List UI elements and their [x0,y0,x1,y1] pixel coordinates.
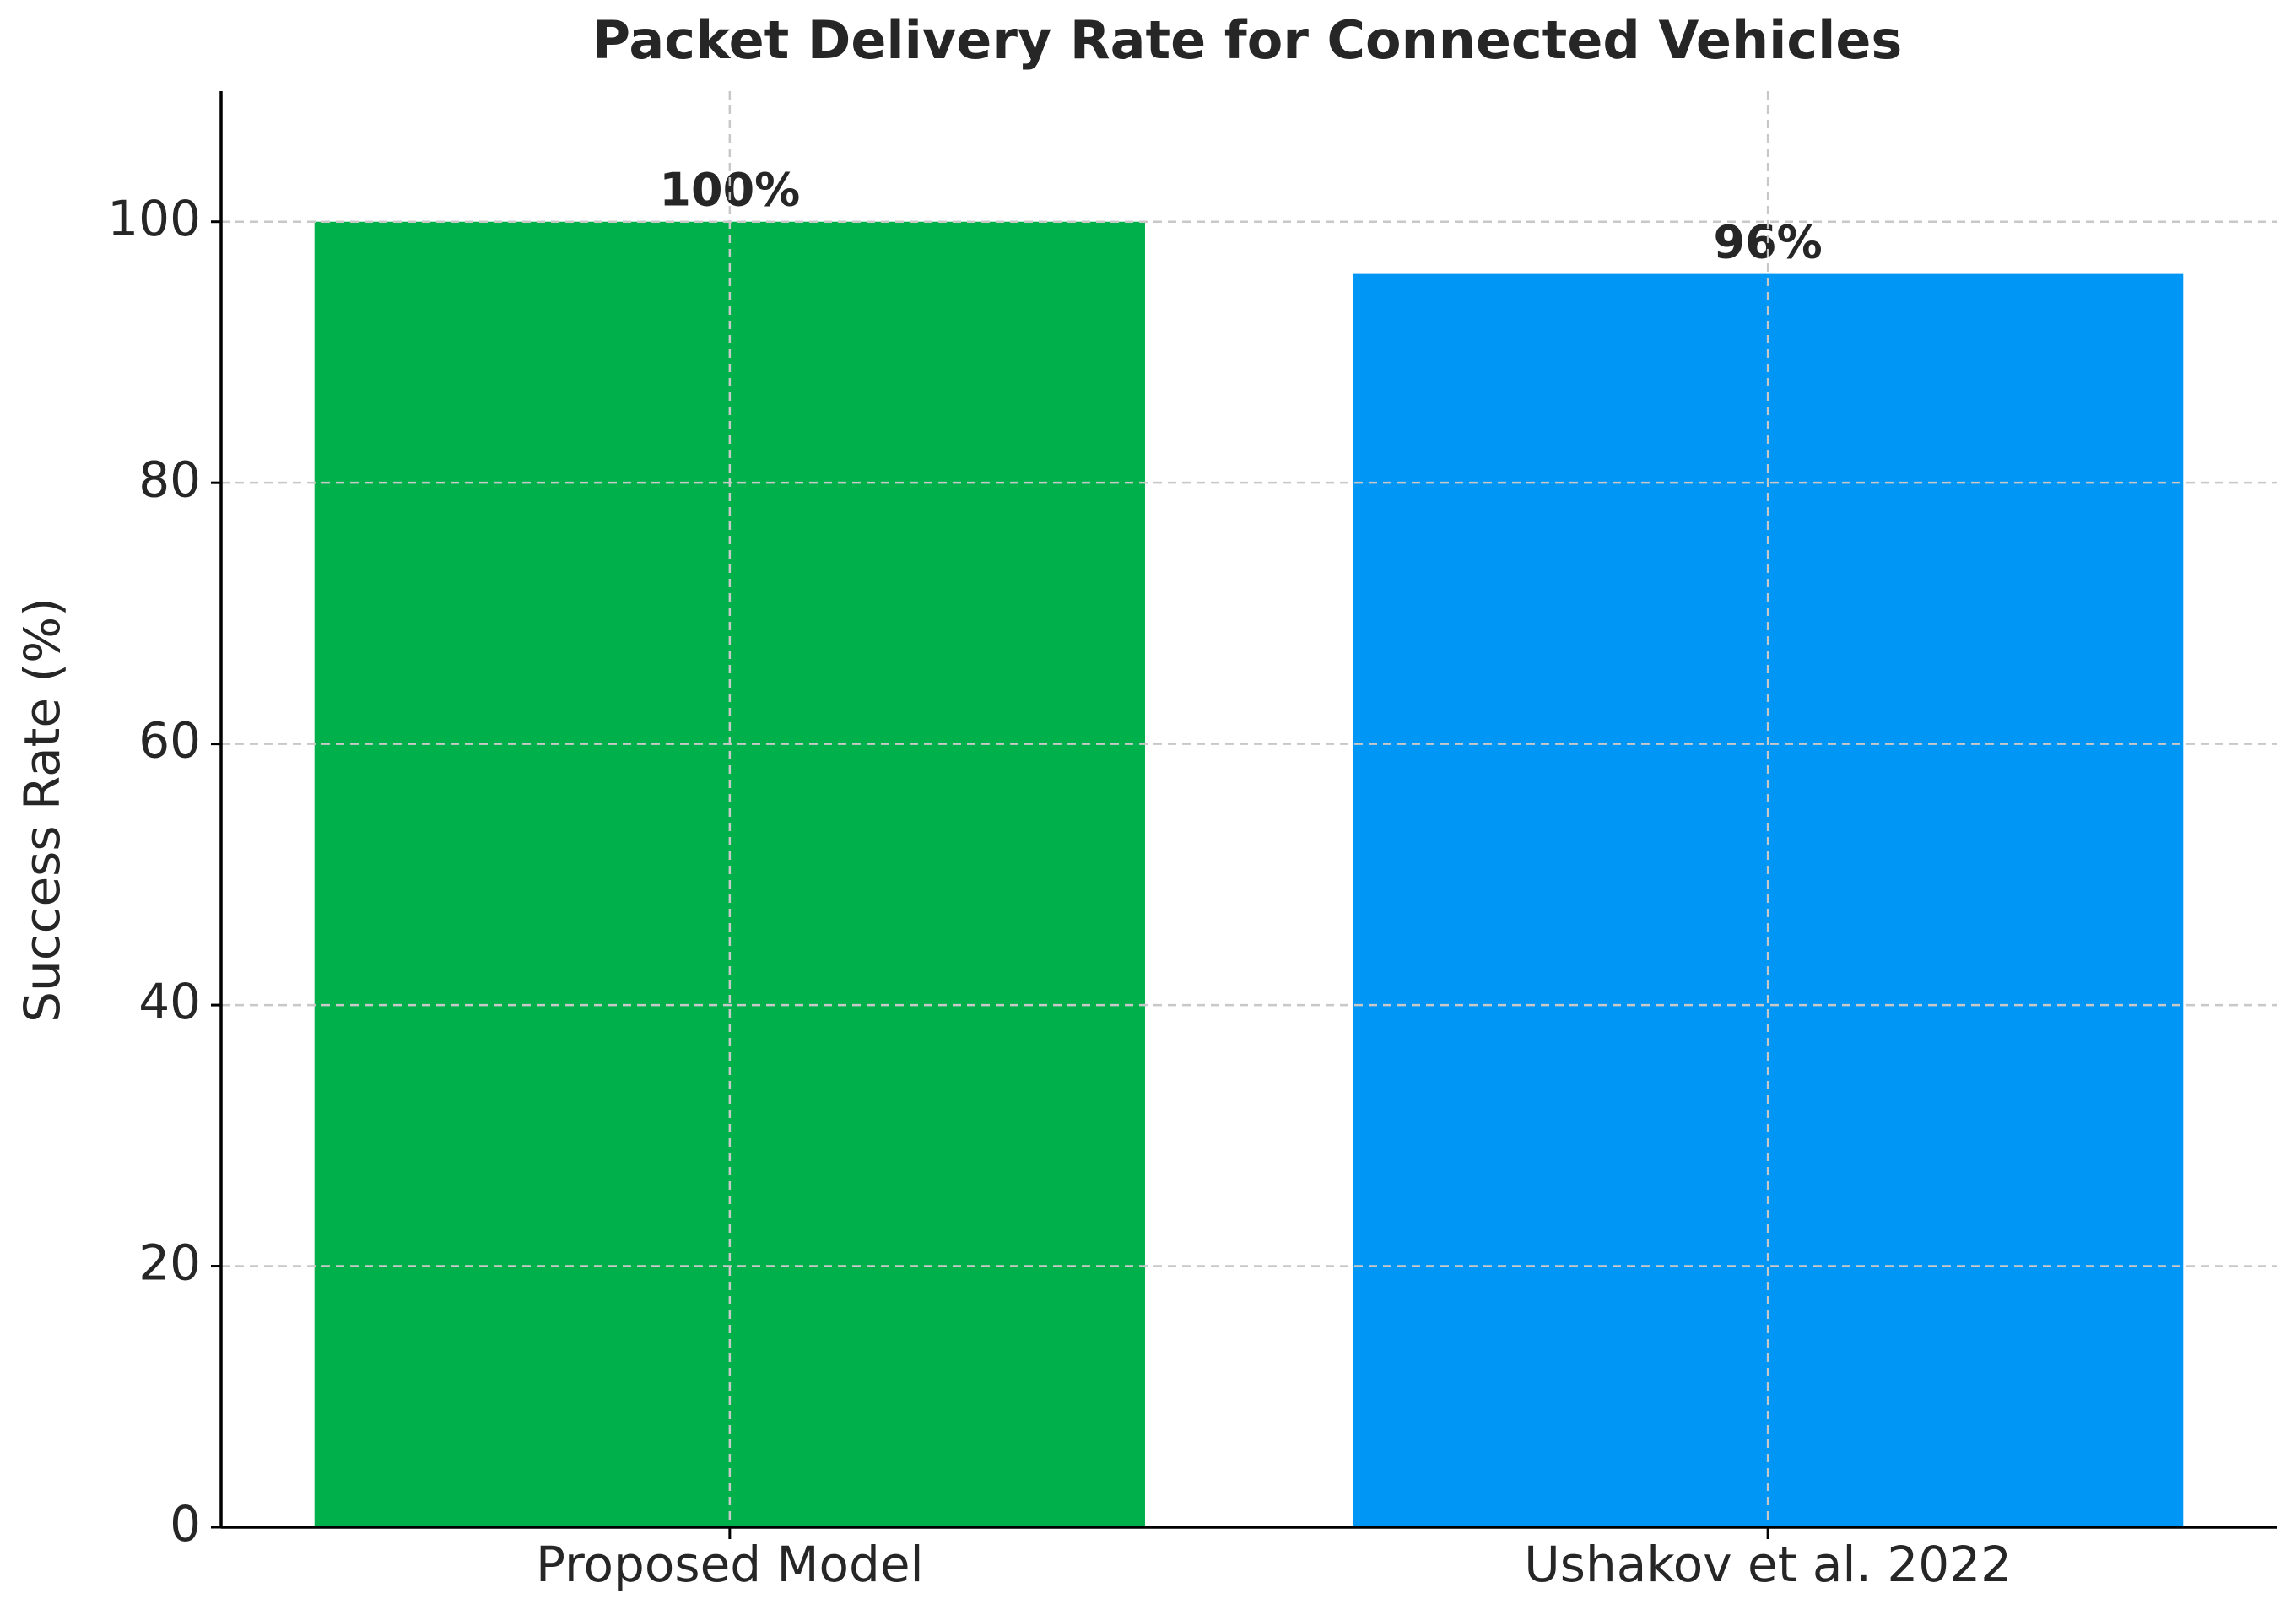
x-tick-label: Ushakov et al. 2022 [1524,1536,2012,1593]
y-tick-label: 40 [138,973,201,1030]
y-axis-label: Success Rate (%) [14,597,71,1023]
chart-title: Packet Delivery Rate for Connected Vehic… [592,9,1903,71]
y-tick-label: 20 [138,1234,201,1292]
y-tick-label: 100 [107,190,201,247]
y-tick-label: 0 [170,1495,201,1553]
y-tick-label: 80 [138,451,201,508]
x-tick-label: Proposed Model [536,1536,924,1593]
y-tick-label: 60 [138,712,201,770]
